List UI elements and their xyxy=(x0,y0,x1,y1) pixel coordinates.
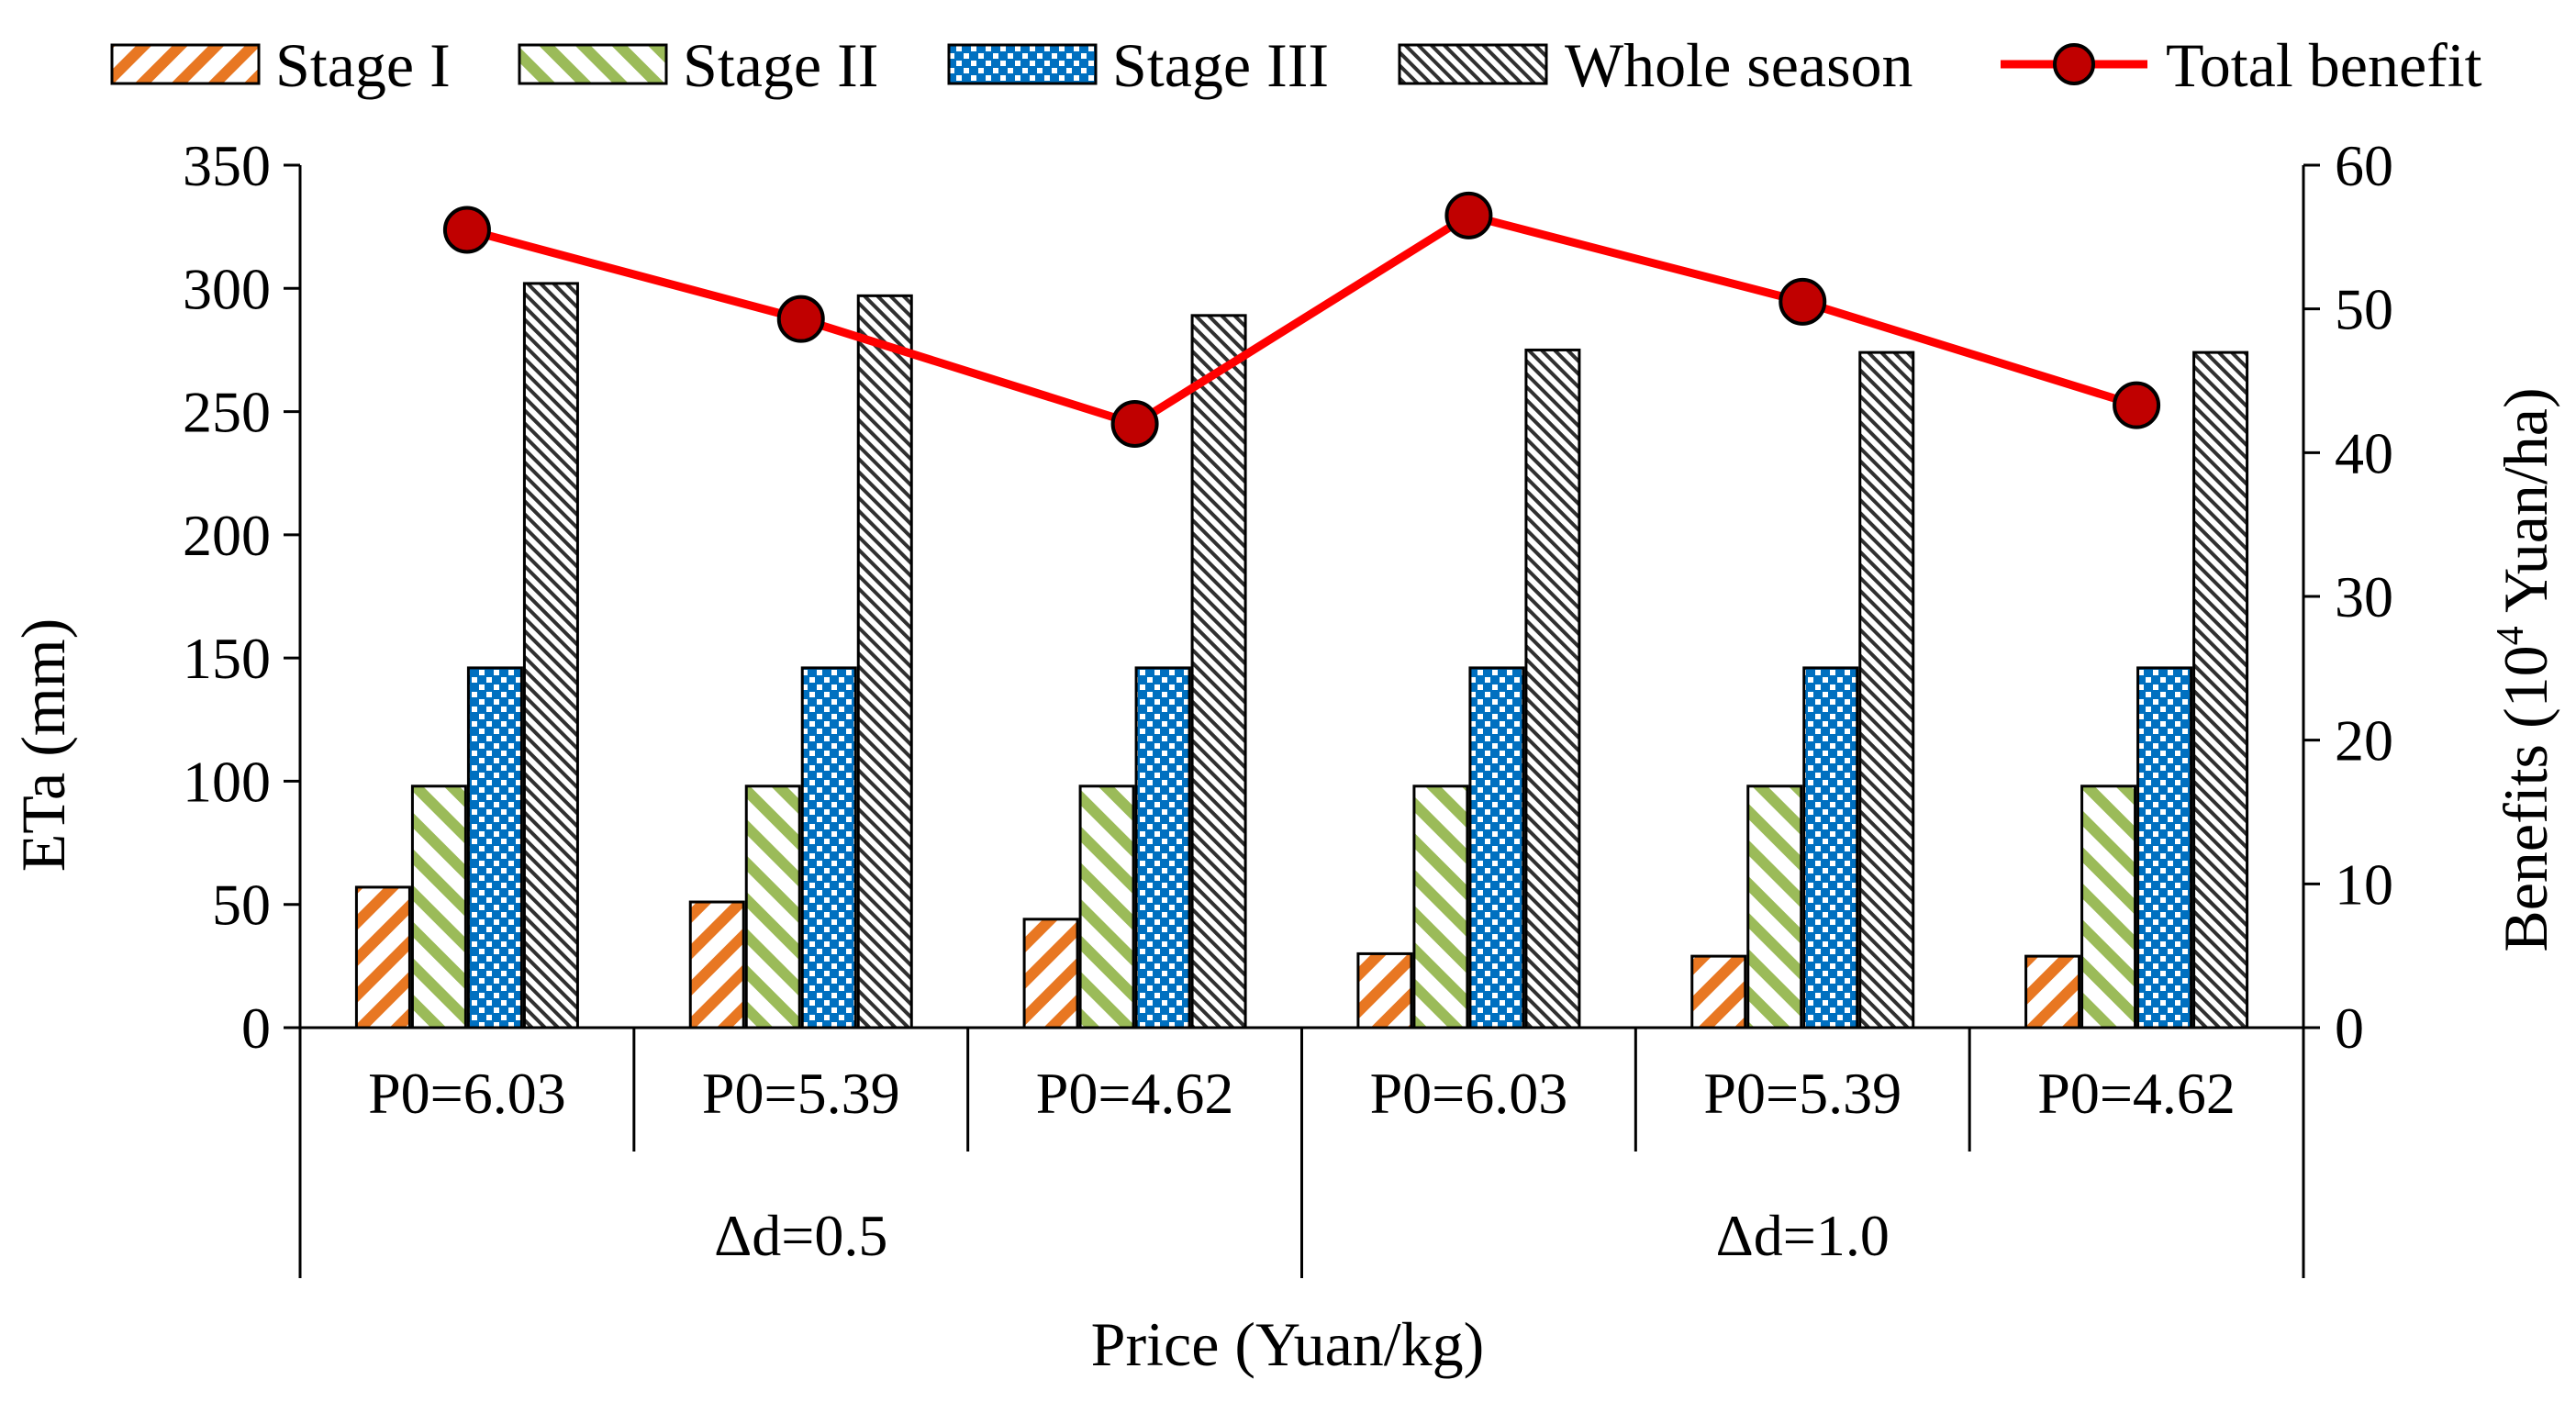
y-tick-label: 200 xyxy=(183,503,271,568)
y2-tick-label: 20 xyxy=(2335,708,2393,773)
legend-swatch-whole-season xyxy=(1398,43,1548,85)
bar-stage-ii xyxy=(744,784,801,1029)
category-label: P0=5.39 xyxy=(1703,1061,1901,1126)
y2-tick-label: 30 xyxy=(2335,564,2393,629)
group-label: Δd=1.0 xyxy=(1716,1203,1890,1268)
category-label: P0=4.62 xyxy=(2037,1061,2236,1126)
benefit-point xyxy=(1110,400,1159,448)
y2-axis-title-sup: 4 xyxy=(2490,626,2532,645)
bar-stage-ii xyxy=(1078,784,1135,1029)
y2-tick-label: 50 xyxy=(2335,277,2393,342)
y2-tick-label: 10 xyxy=(2335,851,2393,917)
bar-stage-iii xyxy=(1802,666,1859,1029)
bar-stage-ii xyxy=(410,784,467,1029)
y-tick-label: 250 xyxy=(183,380,271,445)
y2-axis-title-main: Benefits (10 xyxy=(2491,645,2560,951)
category-label: P0=6.03 xyxy=(1370,1061,1568,1126)
bar-stage-ii xyxy=(1412,784,1469,1029)
bars xyxy=(354,282,2249,1029)
bar-stage-iii xyxy=(800,666,857,1029)
benefit-point xyxy=(442,206,491,254)
benefit-point xyxy=(1779,277,1827,326)
tick-labels: 0 50 100 150 200 250 300 350 0 10 20 30 40 50 60 xyxy=(183,133,2393,1061)
bar-stage-i xyxy=(1690,954,1747,1029)
benefit-point xyxy=(776,295,825,343)
bar-stage-ii xyxy=(2080,784,2137,1029)
legend-label-stage-i: Stage I xyxy=(275,30,451,100)
y2-axis-title: Benefits (104 Yuan/ha) xyxy=(2490,387,2560,951)
bar-stage-iii xyxy=(2136,666,2193,1029)
bar-stage-i xyxy=(354,885,411,1029)
legend-label-stage-iii: Stage III xyxy=(1112,30,1329,100)
benefit-line xyxy=(442,191,2161,448)
y2-tick-label: 40 xyxy=(2335,420,2393,485)
bar-stage-i xyxy=(2024,954,2081,1029)
category-label: P0=6.03 xyxy=(368,1061,566,1126)
y-tick-label: 300 xyxy=(183,256,271,321)
bar-whole-season xyxy=(522,282,579,1029)
y2-tick-label: 0 xyxy=(2335,996,2364,1061)
y2-tick-label: 60 xyxy=(2335,133,2393,198)
legend-label-stage-ii: Stage II xyxy=(683,30,878,100)
bar-stage-iii xyxy=(1134,666,1191,1029)
legend-swatch-stage-ii xyxy=(518,43,668,85)
legend-swatch-stage-i xyxy=(110,43,261,85)
bar-whole-season xyxy=(1858,350,1915,1029)
y-tick-label: 50 xyxy=(212,873,271,938)
category-label: P0=5.39 xyxy=(702,1061,900,1126)
axes xyxy=(284,163,2320,1278)
y-tick-label: 100 xyxy=(183,749,271,814)
bar-whole-season xyxy=(1190,314,1247,1029)
x-axis-title: Price (Yuan/kg) xyxy=(1091,1309,1485,1379)
legend-label-total-benefit: Total benefit xyxy=(2166,30,2482,100)
benefit-point xyxy=(1444,191,1493,239)
y2-axis-title-tail: Yuan/ha) xyxy=(2491,387,2560,626)
bar-stage-ii xyxy=(1746,784,1803,1029)
bar-stage-i xyxy=(1356,951,1413,1029)
bar-whole-season xyxy=(2192,350,2249,1029)
benefit-point xyxy=(2113,381,2161,429)
category-label: P0=4.62 xyxy=(1036,1061,1234,1126)
y-tick-label: 150 xyxy=(183,626,271,691)
legend: Stage I Stage II Stage III Whole season … xyxy=(110,30,2482,100)
bar-whole-season xyxy=(856,294,913,1029)
group-label: Δd=0.5 xyxy=(714,1203,887,1268)
bar-stage-iii xyxy=(466,666,523,1029)
category-labels: P0=6.03 P0=5.39 P0=4.62 P0=6.03 P0=5.39 P0=4.… xyxy=(368,1061,2236,1268)
legend-label-whole-season: Whole season xyxy=(1565,30,1913,100)
bar-stage-i xyxy=(1022,918,1079,1029)
y-tick-label: 0 xyxy=(241,996,271,1061)
bar-whole-season xyxy=(1524,348,1581,1029)
bar-stage-i xyxy=(688,900,745,1029)
bar-stage-iii xyxy=(1468,666,1525,1029)
y-axis-title: ETa (mm) xyxy=(8,618,78,873)
benefit-series-line xyxy=(465,211,2138,428)
legend-marker-total-benefit xyxy=(2053,43,2095,85)
legend-swatch-stage-iii xyxy=(947,43,1098,85)
y-tick-label: 350 xyxy=(183,133,271,198)
